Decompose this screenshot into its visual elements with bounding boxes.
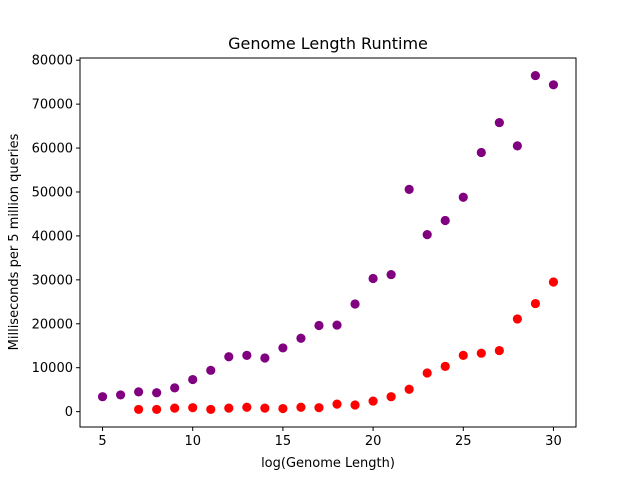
series-1-point bbox=[97, 392, 108, 402]
series-1-point bbox=[332, 320, 342, 330]
x-axis: 5 10 15 20 25 30 bbox=[98, 427, 562, 449]
series-2-point bbox=[494, 345, 504, 356]
x-tick-label: 15 bbox=[275, 434, 292, 449]
series-1-point bbox=[404, 184, 414, 194]
series-1-point bbox=[278, 343, 288, 353]
series-1-point bbox=[224, 352, 234, 362]
series-1-point bbox=[422, 229, 432, 240]
series-1-point bbox=[152, 388, 162, 398]
series-2-point bbox=[386, 392, 396, 402]
x-tick-label: 25 bbox=[455, 434, 472, 449]
series-1-point bbox=[170, 383, 180, 393]
y-axis-label: Milliseconds per 5 million queries bbox=[7, 133, 22, 350]
series-2-point bbox=[368, 396, 378, 406]
y-tick-label: 30000 bbox=[32, 273, 73, 288]
series-1-point bbox=[512, 141, 522, 151]
series-1-point bbox=[188, 374, 198, 385]
series-1-point bbox=[440, 215, 450, 226]
series-1-point bbox=[134, 387, 144, 397]
series-2-point bbox=[458, 350, 468, 360]
series-2-point bbox=[206, 404, 216, 415]
y-axis: 0 10000 20000 30000 40000 50000 60000 70000 8000… bbox=[32, 54, 80, 420]
series-2-point bbox=[224, 403, 234, 413]
series-1-point bbox=[314, 320, 324, 331]
series-2-point bbox=[512, 314, 522, 324]
series-2-point bbox=[242, 402, 252, 412]
y-tick-label: 40000 bbox=[32, 229, 73, 244]
x-tick-label: 10 bbox=[184, 434, 201, 449]
series-2-point bbox=[548, 277, 559, 287]
y-tick-label: 80000 bbox=[32, 54, 73, 69]
x-tick-label: 20 bbox=[365, 434, 382, 449]
series-1-point bbox=[115, 390, 126, 400]
series-2-point bbox=[476, 348, 486, 358]
data-points bbox=[97, 70, 559, 415]
y-tick-label: 10000 bbox=[32, 361, 73, 376]
series-1-point bbox=[548, 80, 559, 90]
series-1-point bbox=[350, 299, 360, 309]
series-2-point bbox=[260, 403, 270, 413]
series-1-point bbox=[242, 350, 252, 360]
series-1-point bbox=[476, 147, 486, 158]
y-tick-label: 60000 bbox=[32, 142, 73, 157]
series-2-point bbox=[422, 368, 432, 378]
series-1-point bbox=[386, 269, 396, 280]
series-2-point bbox=[404, 384, 414, 394]
chart-title: Genome Length Runtime bbox=[228, 34, 428, 53]
x-tick-label: 5 bbox=[98, 434, 106, 449]
series-1-point bbox=[206, 365, 216, 375]
series-1-point bbox=[494, 117, 504, 128]
y-tick-label: 70000 bbox=[32, 98, 73, 113]
series-2-point bbox=[134, 404, 144, 415]
series-2-point bbox=[530, 298, 541, 309]
series-2-point bbox=[296, 402, 306, 412]
y-tick-label: 20000 bbox=[32, 317, 73, 332]
series-2-point bbox=[188, 403, 198, 413]
series-2-point bbox=[170, 403, 180, 413]
series-1-point bbox=[458, 192, 468, 202]
series-1-point bbox=[296, 333, 306, 343]
x-axis-label: log(Genome Length) bbox=[261, 456, 395, 471]
y-tick-label: 50000 bbox=[32, 185, 73, 200]
series-2-point bbox=[278, 403, 288, 414]
series-2-point bbox=[152, 404, 162, 415]
series-2-point bbox=[350, 400, 360, 410]
series-2-point bbox=[440, 361, 450, 371]
y-tick-label: 0 bbox=[65, 405, 73, 420]
series-1-point bbox=[530, 70, 541, 81]
plot-area-frame bbox=[79, 57, 577, 428]
series-1-point bbox=[260, 353, 270, 363]
series-2-point bbox=[314, 403, 324, 413]
series-2-point bbox=[332, 399, 342, 409]
series-1-point bbox=[368, 273, 378, 284]
x-tick-label: 30 bbox=[545, 434, 562, 449]
